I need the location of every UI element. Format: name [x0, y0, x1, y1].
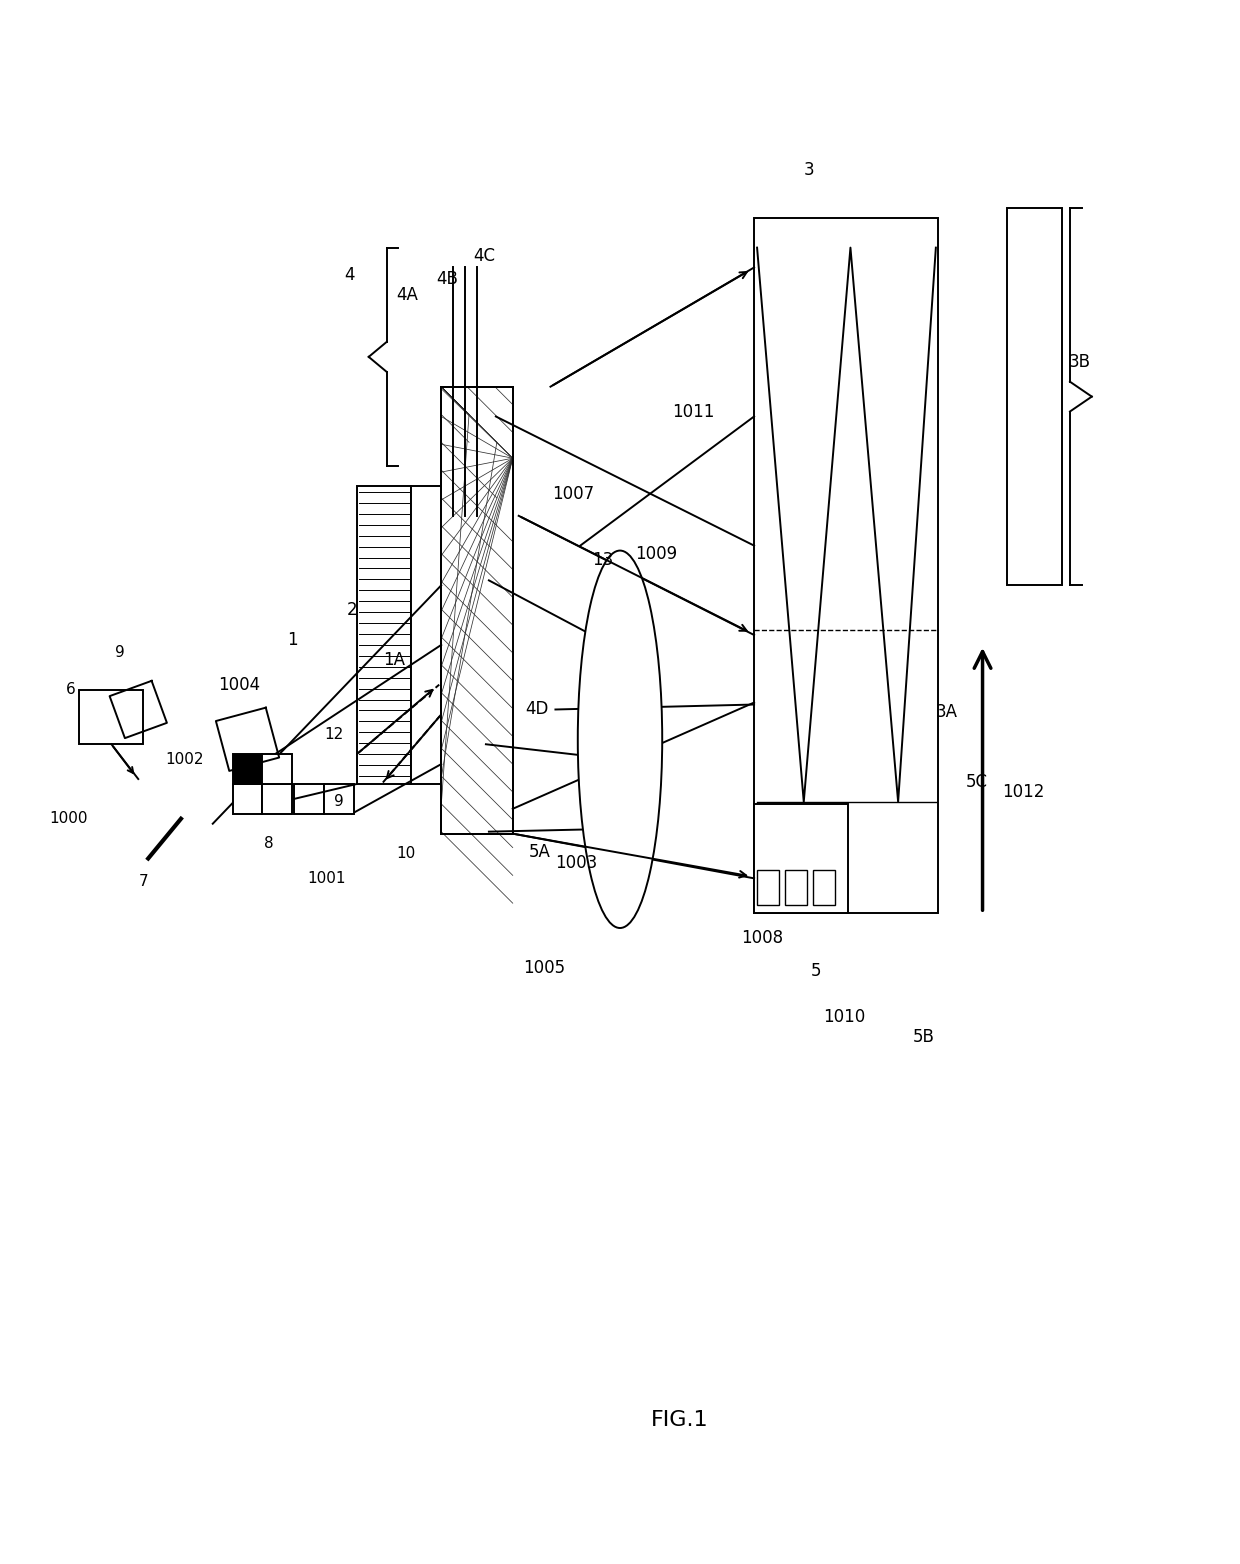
Text: 4C: 4C	[472, 247, 495, 264]
Text: 2: 2	[347, 601, 357, 619]
Bar	[263, 754, 293, 784]
Text: 1A: 1A	[383, 651, 405, 669]
Text: 6: 6	[66, 682, 76, 698]
Bar	[324, 784, 353, 813]
Text: 1010: 1010	[823, 1009, 866, 1026]
Bar	[263, 784, 293, 813]
Text: 13: 13	[593, 552, 614, 569]
Text: 1008: 1008	[742, 929, 784, 946]
Text: 12: 12	[324, 727, 343, 741]
Text: 9: 9	[334, 795, 343, 809]
Text: 4A: 4A	[397, 286, 418, 305]
Text: 10: 10	[397, 846, 415, 862]
Bar	[357, 486, 412, 784]
Bar	[294, 784, 324, 813]
Text: 5A: 5A	[528, 843, 551, 860]
Text: 1000: 1000	[48, 812, 87, 826]
Bar	[785, 871, 807, 906]
Bar	[758, 871, 779, 906]
Text: 4D: 4D	[526, 701, 549, 718]
Text: 4: 4	[343, 266, 355, 285]
Text: 1002: 1002	[165, 752, 203, 766]
Bar	[754, 804, 848, 913]
Text: 8: 8	[264, 837, 274, 851]
Ellipse shape	[578, 551, 662, 927]
Text: 1005: 1005	[522, 959, 564, 978]
Text: 1009: 1009	[635, 544, 677, 563]
Text: 1001: 1001	[308, 871, 346, 885]
Bar	[754, 217, 937, 913]
Text: 9: 9	[115, 646, 125, 660]
Text: 1012: 1012	[1002, 784, 1045, 801]
Bar	[78, 690, 144, 744]
Text: 3B: 3B	[1069, 353, 1091, 371]
Text: 1: 1	[288, 630, 298, 649]
Text: 1003: 1003	[556, 854, 598, 873]
Text: 1004: 1004	[218, 676, 260, 694]
Bar	[1007, 208, 1061, 585]
Text: 7: 7	[138, 874, 148, 888]
Text: 3A: 3A	[936, 704, 957, 721]
Text: 1011: 1011	[672, 402, 714, 421]
Text: 5B: 5B	[913, 1028, 935, 1046]
Bar	[812, 871, 835, 906]
Text: 5C: 5C	[966, 773, 988, 791]
Bar	[441, 386, 512, 834]
Text: 5: 5	[811, 962, 821, 979]
Text: 1007: 1007	[553, 485, 595, 504]
Text: 3: 3	[804, 161, 815, 180]
Bar	[441, 386, 512, 834]
Text: FIG.1: FIG.1	[651, 1409, 708, 1429]
Text: 4B: 4B	[436, 271, 458, 288]
Bar	[412, 486, 446, 784]
Bar	[233, 784, 263, 813]
Bar	[233, 754, 263, 784]
